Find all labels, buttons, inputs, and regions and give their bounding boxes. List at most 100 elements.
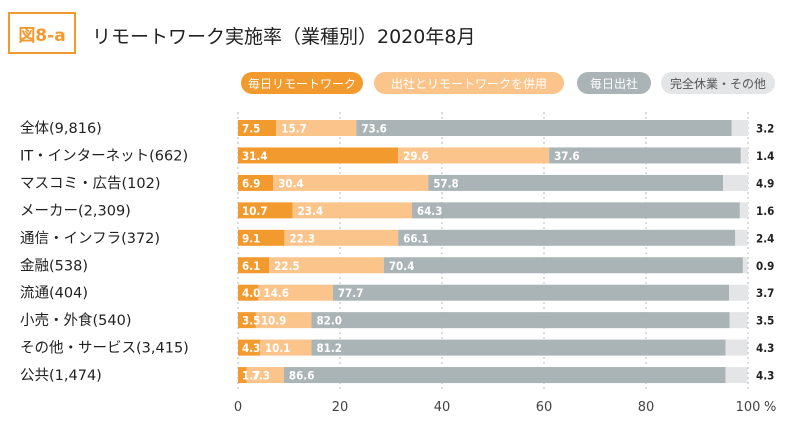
bar-segment bbox=[259, 339, 312, 356]
bar-segment bbox=[238, 174, 274, 191]
data-label: 10.7 bbox=[242, 204, 268, 218]
data-label: 4.3 bbox=[756, 341, 774, 355]
data-label: 82.0 bbox=[316, 314, 342, 328]
bar-segment bbox=[383, 257, 743, 274]
bar-segment bbox=[284, 229, 399, 246]
legend-item-hybrid: 出社とリモートワークを併用 bbox=[374, 72, 564, 94]
data-label: 77.7 bbox=[338, 286, 364, 300]
data-label: 86.6 bbox=[289, 369, 315, 383]
data-label: 57.8 bbox=[433, 176, 459, 190]
legend-item-closed-other: 完全休業・その他 bbox=[661, 72, 775, 94]
data-label: 7.3 bbox=[252, 369, 270, 383]
bar-segment bbox=[740, 147, 748, 164]
x-tick-label: 80 bbox=[638, 400, 655, 415]
category-label: マスコミ・広告(102) bbox=[20, 175, 161, 192]
data-label: 3.5 bbox=[756, 314, 774, 328]
x-tick-label: 0 bbox=[234, 400, 242, 415]
bar-segment bbox=[238, 257, 270, 274]
data-label: 1.7 bbox=[242, 369, 260, 383]
bar-segment bbox=[273, 174, 429, 191]
category-label: メーカー(2,309) bbox=[20, 203, 131, 219]
category-label: その他・サービス(3,415) bbox=[20, 340, 189, 357]
bar-segment bbox=[238, 312, 256, 329]
category-label: 公共(1,474) bbox=[20, 367, 102, 384]
bar-segment bbox=[246, 367, 284, 384]
data-label: 9.1 bbox=[242, 231, 260, 245]
data-label: 2.4 bbox=[756, 231, 774, 245]
bar-segment bbox=[411, 202, 740, 219]
x-tick-label: 40 bbox=[434, 400, 451, 415]
bar-segment bbox=[725, 339, 748, 356]
bar-segment bbox=[731, 120, 748, 136]
bar-segment bbox=[238, 284, 259, 301]
data-label: 6.1 bbox=[242, 259, 260, 273]
category-label: 金融(538) bbox=[20, 257, 88, 274]
data-label: 3.5 bbox=[242, 314, 260, 328]
data-label: 10.9 bbox=[261, 314, 287, 328]
bar-segment bbox=[729, 284, 748, 301]
bar-segment bbox=[292, 202, 412, 219]
x-tick-label: 60 bbox=[536, 400, 553, 415]
category-label: 通信・インフラ(372) bbox=[20, 230, 160, 247]
data-label: 73.6 bbox=[361, 122, 387, 136]
data-label: 4.3 bbox=[242, 341, 260, 355]
data-label: 23.4 bbox=[298, 204, 324, 218]
data-label: 7.5 bbox=[242, 122, 260, 136]
category-label: 全体(9,816) bbox=[20, 119, 102, 137]
bar-segment bbox=[258, 284, 333, 301]
bar-segment bbox=[723, 174, 748, 191]
legend-item-daily-office: 毎日出社 bbox=[577, 72, 651, 94]
bar-segment bbox=[398, 229, 736, 246]
bar-segment bbox=[398, 147, 550, 164]
bar-segment bbox=[428, 174, 724, 191]
data-label: 30.4 bbox=[278, 176, 304, 190]
data-label: 70.4 bbox=[389, 259, 415, 273]
data-label: 6.9 bbox=[242, 176, 260, 190]
data-label: 15.7 bbox=[281, 122, 307, 136]
category-label: IT・インターネット(662) bbox=[20, 147, 188, 164]
legend: 毎日リモートワーク 出社とリモートワークを併用 毎日出社 完全休業・その他 bbox=[0, 72, 800, 96]
data-label: 29.6 bbox=[403, 149, 429, 163]
data-label: 31.4 bbox=[242, 149, 268, 163]
data-label: 3.2 bbox=[756, 122, 774, 136]
bar-segment bbox=[255, 312, 312, 329]
bar-segment bbox=[311, 312, 730, 329]
data-label: 0.9 bbox=[756, 259, 774, 273]
bar-segment bbox=[238, 339, 260, 356]
data-label: 37.6 bbox=[554, 149, 580, 163]
data-label: 4.9 bbox=[756, 176, 774, 190]
data-label: 64.3 bbox=[417, 204, 443, 218]
x-tick-label: 20 bbox=[332, 400, 349, 415]
bar-segment bbox=[238, 120, 277, 136]
data-label: 66.1 bbox=[403, 231, 429, 245]
x-unit-label: % bbox=[764, 400, 776, 415]
bar-segment bbox=[238, 229, 285, 246]
bar-segment bbox=[238, 367, 247, 384]
bar-segment bbox=[729, 312, 748, 329]
bar-segment bbox=[739, 202, 748, 219]
data-label: 1.6 bbox=[756, 204, 774, 218]
data-label: 10.1 bbox=[265, 341, 291, 355]
bar-segment bbox=[356, 120, 732, 136]
bar-segment bbox=[238, 147, 399, 164]
data-label: 4.0 bbox=[242, 286, 260, 300]
bar-segment bbox=[283, 367, 726, 384]
data-label: 4.3 bbox=[756, 369, 774, 383]
data-label: 22.3 bbox=[289, 231, 315, 245]
data-label: 14.6 bbox=[263, 286, 289, 300]
bar-segment bbox=[725, 367, 748, 384]
data-label: 1.4 bbox=[756, 149, 774, 163]
chart-title: リモートワーク実施率（業種別）2020年8月 bbox=[92, 26, 476, 48]
x-tick-label: 100 bbox=[736, 400, 761, 415]
bar-segment bbox=[742, 257, 748, 274]
data-label: 3.7 bbox=[756, 286, 774, 300]
category-label: 流通(404) bbox=[20, 285, 88, 302]
data-label: 81.2 bbox=[316, 341, 342, 355]
bar-segment bbox=[549, 147, 741, 164]
bar-segment bbox=[238, 202, 293, 219]
figure-badge: 図8-a bbox=[8, 12, 76, 54]
bar-segment bbox=[311, 339, 726, 356]
bar-segment bbox=[735, 229, 748, 246]
bar-segment bbox=[332, 284, 730, 301]
